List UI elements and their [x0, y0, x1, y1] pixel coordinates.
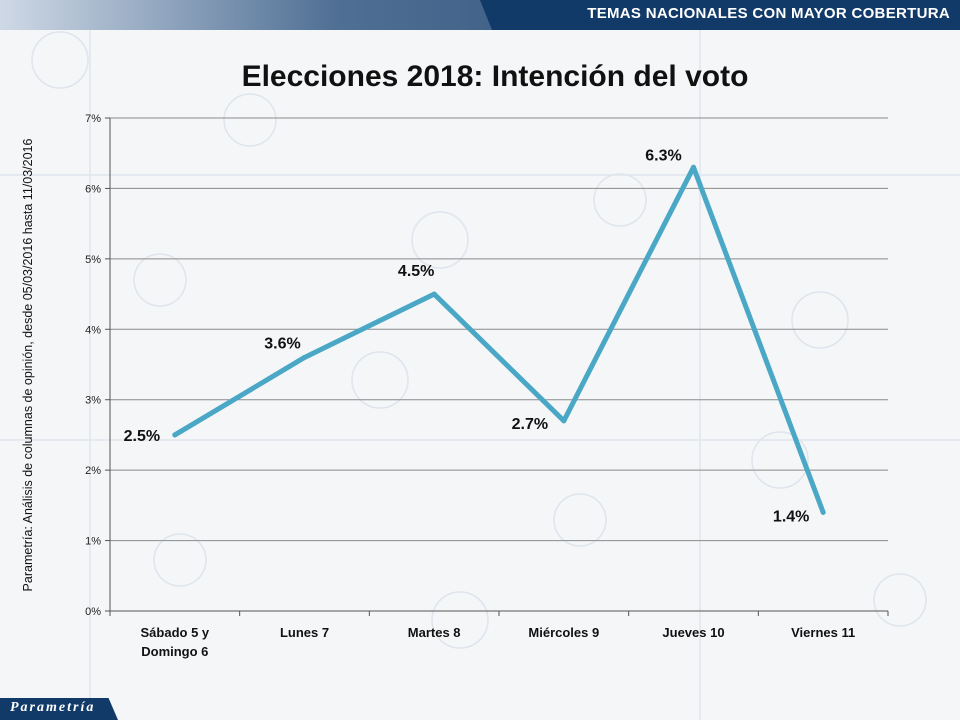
data-point: [691, 164, 696, 170]
chart-title: Elecciones 2018: Intención del voto: [241, 60, 749, 93]
data-label: 2.7%: [512, 416, 548, 433]
data-label: 1.4%: [773, 508, 809, 525]
y-tick-label: 3%: [85, 395, 101, 407]
data-point: [172, 432, 178, 438]
header-band: [480, 0, 960, 30]
x-tick-label: Viernes 11: [791, 625, 855, 640]
data-point: [302, 354, 307, 360]
y-tick-label: 5%: [85, 254, 101, 266]
y-tick-label: 1%: [85, 536, 101, 548]
x-tick-label: Sábado 5 y Domingo 6: [141, 625, 210, 659]
y-tick-label: 0%: [85, 606, 101, 618]
data-label: 4.5%: [398, 263, 434, 280]
footer-logo: Parametría: [10, 700, 96, 715]
series-line: [172, 164, 826, 515]
x-tick-label: Martes 8: [408, 625, 461, 640]
y-tick-label: 6%: [85, 183, 101, 195]
data-point: [561, 418, 567, 424]
y-tick-label: 4%: [85, 324, 101, 336]
y-tick-label: 2%: [85, 465, 101, 477]
x-tick-label: Miércoles 9: [528, 625, 599, 640]
x-tick-label: Jueves 10: [662, 625, 724, 640]
footer-band: [0, 698, 118, 720]
data-label: 3.6%: [264, 335, 300, 352]
data-label: 6.3%: [645, 147, 681, 164]
data-label: 2.5%: [124, 428, 160, 445]
header-label: TEMAS NACIONALES CON MAYOR COBERTURA: [587, 5, 950, 22]
y-tick-label: 7%: [85, 113, 101, 125]
x-tick-label: Lunes 7: [280, 625, 329, 640]
data-point: [820, 509, 826, 515]
data-point: [431, 291, 437, 297]
